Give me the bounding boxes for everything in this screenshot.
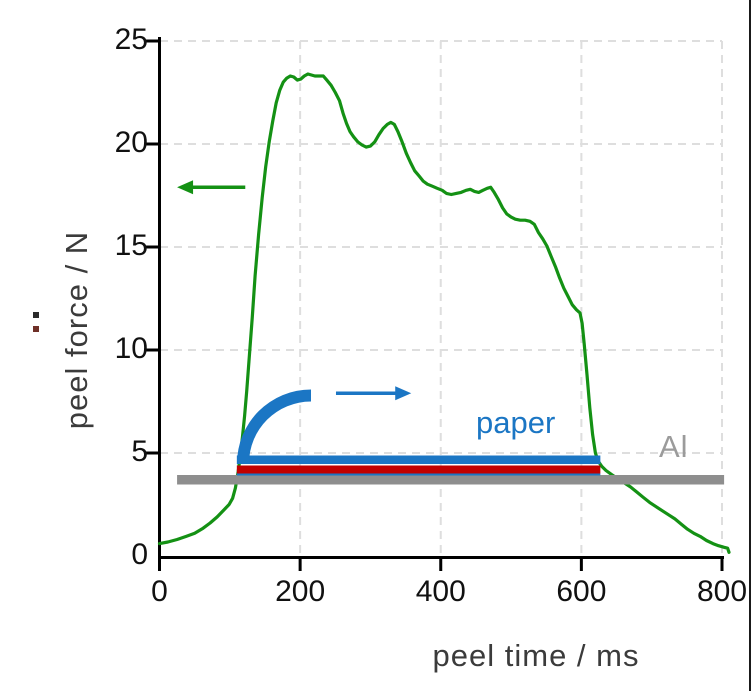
paper-annotation-label: paper: [476, 405, 556, 440]
paper-strip-adhesive: [236, 465, 601, 474]
peel-direction-arrow-left-head: [177, 180, 194, 195]
paper-strip-underline: [236, 473, 601, 476]
y-tick-label-10: 10: [114, 332, 148, 365]
y-tick-label-0: 0: [131, 538, 148, 571]
peel-front-arc: [237, 389, 311, 464]
paper-strip-top: [236, 455, 601, 464]
peel-direction-arrow-right-head: [395, 386, 412, 401]
x-tick-label-800: 800: [696, 575, 748, 608]
y-tick-label-5: 5: [131, 435, 148, 468]
al-annotation-label: Al: [659, 429, 689, 464]
x-axis-title: peel time / ms: [432, 638, 640, 673]
x-tick-label-0: 0: [151, 575, 168, 608]
x-tick-label-400: 400: [415, 575, 466, 608]
y-tick-label-20: 20: [114, 126, 148, 159]
x-tick-label-200: 200: [275, 575, 326, 608]
y-tick-label-25: 25: [114, 23, 148, 56]
x-tick-label-600: 600: [556, 575, 607, 608]
figure-right-border: [749, 0, 751, 691]
side-mark-dot-bottom: [33, 326, 39, 332]
al-substrate-strip: [177, 475, 725, 485]
side-mark-dot-top: [33, 312, 39, 318]
y-axis-title: peel force / N: [59, 230, 94, 430]
peel-force-curve: [157, 72, 731, 554]
y-tick-label-15: 15: [114, 229, 148, 262]
